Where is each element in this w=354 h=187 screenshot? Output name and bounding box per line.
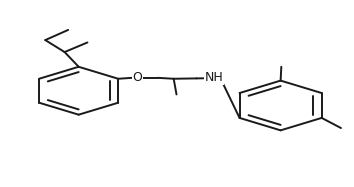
Text: O: O [133,71,142,84]
Text: NH: NH [205,71,223,84]
